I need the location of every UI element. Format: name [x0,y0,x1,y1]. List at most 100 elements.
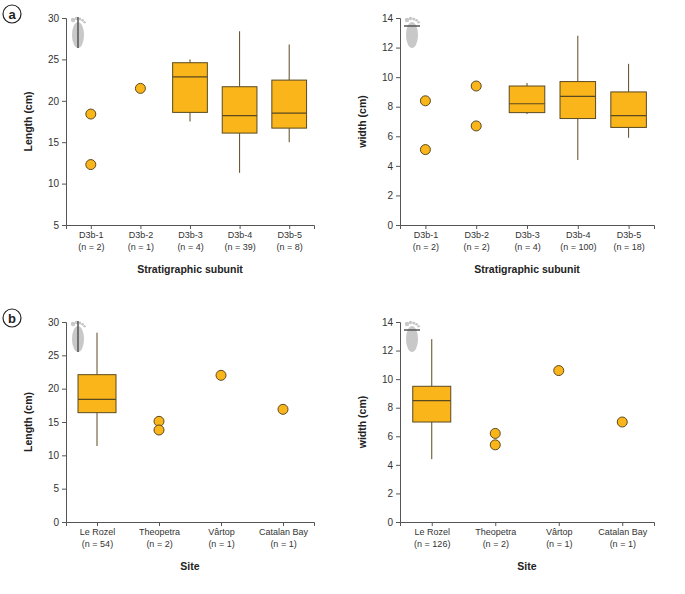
tick: 8 [387,402,400,413]
point [420,96,430,106]
tick-mark [396,351,400,352]
footprint-toe [71,18,75,22]
tick-mark [396,107,400,108]
tick: 0 [387,517,400,528]
footprint-toe [417,325,419,327]
panel-label-circle [3,5,21,23]
tick-mark [62,184,66,185]
footprint-toe [412,321,415,324]
point [617,417,627,427]
tick-label-line: D3b-4 [228,230,253,240]
tick-label: D3b-1(n = 2) [78,230,104,251]
tick-label: 30 [48,317,60,328]
tick: D3b-1(n = 2) [413,225,439,252]
tick: Le Rozel(n = 54) [80,522,116,549]
tick-label-line: Vârtop [546,527,573,537]
box [611,92,647,127]
tick-label: D3b-2(n = 1) [128,230,154,251]
tick: 2 [387,190,400,201]
tick-label: D3b-4(n = 100) [560,230,596,251]
tick-label: Vârtop (n = 1) [546,527,573,548]
x-axis: Le Rozel(n = 126)Theopetra(n = 2)Vârtop(… [401,522,655,549]
plot-area [86,31,307,173]
plot-area [78,333,288,446]
tick: Le Rozel(n = 126) [414,522,450,549]
tick: 15 [48,417,66,428]
tick: 6 [387,431,400,442]
x-axis-title: Site [517,560,536,572]
tick-mark [62,142,66,143]
point [490,428,500,438]
tick-mark [396,379,400,380]
tick-mark [240,225,241,229]
tick-mark [62,455,66,456]
whisker-upper [239,31,240,86]
tick-label-line: (n = 2) [146,539,172,549]
tick: 14 [382,317,400,328]
tick-label: 5 [53,220,59,231]
tick: Vârtop(n = 1) [208,522,235,549]
tick-mark [476,225,477,229]
tick: D3b-5(n = 18) [613,225,644,252]
tick-mark [289,225,290,229]
tick-mark [396,77,400,78]
chart: 02468101214D3b-1(n = 2)D3b-2(n = 2)D3b-3… [356,13,655,275]
tick-label: D3b-2(n = 2) [464,230,490,251]
footprint-measure [77,321,79,352]
point [135,83,145,93]
x-axis-title: Site [180,560,199,572]
tick-mark [396,195,400,196]
x-axis: Le Rozel(n = 54)Theopetra(n = 2)Vârtop(n… [67,522,315,549]
tick: 0 [387,220,400,231]
whisker-upper [97,333,98,375]
tick: D3b-1(n = 2) [78,225,104,252]
axis-line [396,19,401,226]
tick-mark [396,18,400,19]
footprint-toe [83,21,85,23]
tick: 5 [53,483,66,494]
tick: 12 [382,345,400,356]
tick-label: 10 [48,450,60,461]
tick-label: 0 [387,220,393,231]
median [611,115,647,116]
tick-mark [62,101,66,102]
tick-mark [629,225,630,229]
tick-mark [622,522,623,526]
tick-label: 30 [48,13,60,24]
tick: 0 [53,517,66,528]
point [471,81,481,91]
y-axis-title: width (cm) [356,95,368,149]
tick: 10 [382,374,400,385]
whisker-lower [190,112,191,121]
tick: 15 [48,137,66,148]
tick-label: D3b-1(n = 2) [413,230,439,251]
tick-label-line: D3b-4 [566,230,591,240]
tick-label-line: (n = 1) [546,539,572,549]
chart: 51015202530D3b-1(n = 2)D3b-2(n = 1)D3b-3… [3,5,315,275]
tick-mark [396,225,400,226]
tick-label: 8 [387,402,393,413]
tick: D3b-3(n = 4) [514,225,540,252]
tick-mark [91,225,92,229]
tick: Catalan Bay(n = 1) [259,522,309,549]
tick-mark [559,522,560,526]
tick-label: 15 [48,137,60,148]
panel-label: a [8,7,16,22]
footprint-toe [81,19,84,22]
tick-mark [396,166,400,167]
tick-label-line: (n = 8) [277,242,303,252]
tick-label-line: D3b-2 [464,230,489,240]
x-axis: D3b-1(n = 2)D3b-2(n = 1)D3b-3(n = 4)D3b-… [67,225,315,252]
footprint-toe [409,321,413,325]
point [154,425,164,435]
tick-label-line: (n = 54) [82,539,113,549]
footprint-toe [412,17,415,20]
whisker-lower [289,128,290,142]
tick-label: 6 [387,431,393,442]
tick: D3b-4(n = 100) [560,225,596,252]
tick-mark [495,522,496,526]
whisker-upper [577,36,578,82]
tick: 5 [53,220,66,231]
x-axis-title: Stratigraphic subunit [474,263,580,275]
tick-mark [396,465,400,466]
